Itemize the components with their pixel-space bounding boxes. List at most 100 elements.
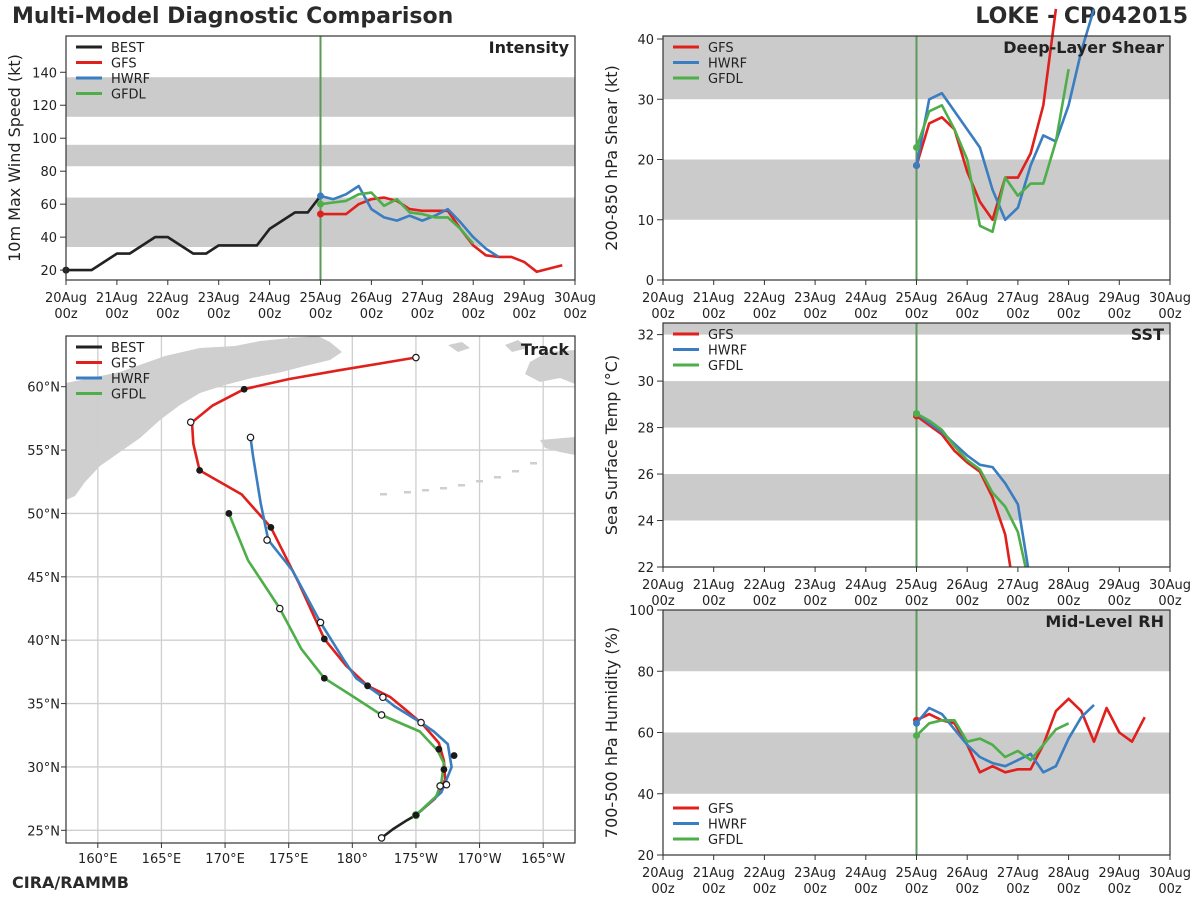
shear-legend-label-gfs: GFS xyxy=(708,41,734,56)
intensity-xtick-sublabel: 00z xyxy=(411,307,435,322)
sst-start-point-gfdl xyxy=(913,410,920,418)
sst-legend-label-gfs: GFS xyxy=(708,328,734,343)
intensity-start-point-hwrf xyxy=(317,192,324,200)
intensity-xtick-label: 27Aug xyxy=(401,291,443,306)
land-aleutian-island xyxy=(380,493,387,496)
track-marker-12z xyxy=(246,433,255,442)
track-series-hwrf xyxy=(249,437,453,817)
track-xtick-label: 165°W xyxy=(521,852,565,867)
sst-ytick-label: 26 xyxy=(637,468,654,483)
shear-xtick-label: 20Aug xyxy=(642,291,684,306)
rh-xtick-sublabel: 00z xyxy=(956,882,980,897)
intensity-xtick-sublabel: 00z xyxy=(54,307,78,322)
intensity-xtick-label: 26Aug xyxy=(350,291,392,306)
rh-ytick-label: 60 xyxy=(637,727,654,742)
intensity-panel: 2040608010012014020Aug00z21Aug00z22Aug00… xyxy=(5,35,596,322)
track-marker-12z xyxy=(316,618,325,627)
land-aleutian-island xyxy=(422,489,429,492)
intensity-xtick-label: 23Aug xyxy=(198,291,240,306)
rh-start-point-gfdl xyxy=(913,732,920,740)
track-ytick-label: 30°N xyxy=(27,761,60,776)
rh-ytick-label: 100 xyxy=(629,604,654,619)
shear-ytick-label: 10 xyxy=(637,214,654,229)
sst-xtick-sublabel: 00z xyxy=(905,594,929,609)
rh-xtick-sublabel: 00z xyxy=(1057,882,1081,897)
track-marker-00z xyxy=(435,745,443,753)
rh-xtick-sublabel: 00z xyxy=(905,882,929,897)
sst-xtick-label: 20Aug xyxy=(642,578,684,593)
page-title: Multi-Model Diagnostic Comparison xyxy=(12,4,454,29)
track-xtick-label: 170°E xyxy=(205,852,245,867)
rh-ytick-label: 40 xyxy=(637,788,654,803)
rh-xtick-label: 27Aug xyxy=(997,866,1039,881)
shear-start-point-gfdl xyxy=(913,143,920,151)
intensity-ytick-label: 60 xyxy=(40,198,57,213)
rh-title: Mid-Level RH xyxy=(1045,612,1164,631)
intensity-xtick-sublabel: 00z xyxy=(462,307,486,322)
sst-series-gfs xyxy=(915,414,1012,568)
intensity-legend-label-hwrf: HWRF xyxy=(111,72,150,87)
rh-xtick-label: 20Aug xyxy=(642,866,684,881)
rh-xtick-label: 30Aug xyxy=(1149,866,1191,881)
sst-xtick-sublabel: 00z xyxy=(753,594,777,609)
sst-legend-label-gfdl: GFDL xyxy=(708,359,744,374)
track-marker-00z xyxy=(450,752,458,759)
shear-xtick-label: 23Aug xyxy=(794,291,836,306)
land-island xyxy=(505,340,528,352)
shear-series-gfs xyxy=(915,8,1058,222)
shear-xtick-sublabel: 00z xyxy=(1158,307,1182,322)
intensity-legend-label-gfs: GFS xyxy=(111,57,137,72)
rh-xtick-label: 26Aug xyxy=(946,866,988,881)
sst-xtick-sublabel: 00z xyxy=(1006,594,1030,609)
track-marker-12z xyxy=(186,418,195,426)
sst-xtick-label: 28Aug xyxy=(1048,578,1090,593)
sst-xtick-label: 22Aug xyxy=(743,578,785,593)
shear-ylabel: 200-850 hPa Shear (kt) xyxy=(602,65,621,251)
track-ytick-label: 55°N xyxy=(27,444,60,459)
track-ytick-label: 45°N xyxy=(27,571,60,586)
track-marker-12z xyxy=(377,834,386,842)
intensity-ytick-label: 100 xyxy=(32,132,57,147)
shear-xtick-sublabel: 00z xyxy=(702,307,726,322)
land-alaska xyxy=(525,350,575,384)
rh-xtick-sublabel: 00z xyxy=(651,882,675,897)
track-marker-00z xyxy=(364,682,371,690)
intensity-xtick-label: 21Aug xyxy=(96,291,138,306)
shear-xtick-sublabel: 00z xyxy=(905,307,929,322)
track-xtick-label: 170°W xyxy=(457,852,501,867)
rh-legend-label-gfdl: GFDL xyxy=(708,833,744,848)
track-legend-label-gfs: GFS xyxy=(111,357,137,372)
intensity-ytick-label: 140 xyxy=(32,66,57,81)
land-island xyxy=(448,342,470,352)
rh-ytick-label: 80 xyxy=(637,665,654,680)
rh-xtick-sublabel: 00z xyxy=(1006,882,1030,897)
rh-xtick-label: 22Aug xyxy=(743,866,785,881)
shear-xtick-label: 30Aug xyxy=(1149,291,1191,306)
land-aleutian-east xyxy=(540,437,575,455)
track-ytick-label: 40°N xyxy=(27,634,60,649)
rh-xtick-sublabel: 00z xyxy=(1108,882,1132,897)
rh-xtick-label: 23Aug xyxy=(794,866,836,881)
track-xtick-label: 180° xyxy=(337,852,368,867)
intensity-ylabel: 10m Max Wind Speed (kt) xyxy=(5,54,24,262)
shear-xtick-sublabel: 00z xyxy=(1108,307,1132,322)
track-marker-12z xyxy=(263,536,271,544)
sst-xtick-sublabel: 00z xyxy=(1108,594,1132,609)
rh-xtick-label: 25Aug xyxy=(896,866,938,881)
rh-xtick-sublabel: 00z xyxy=(753,882,777,897)
shear-legend-label-gfdl: GFDL xyxy=(708,72,744,87)
land-aleutian-island xyxy=(530,462,537,465)
intensity-xtick-label: 30Aug xyxy=(554,291,596,306)
intensity-xtick-sublabel: 00z xyxy=(360,307,384,322)
sst-title: SST xyxy=(1131,325,1164,344)
shear-legend-label-hwrf: HWRF xyxy=(708,57,747,72)
land-aleutian-island xyxy=(512,470,519,473)
track-marker-12z xyxy=(417,718,425,727)
land-aleutian-island xyxy=(404,491,411,494)
sst-xtick-label: 27Aug xyxy=(997,578,1039,593)
track-series-best xyxy=(380,813,417,839)
sst-ytick-label: 32 xyxy=(637,329,654,344)
rh-series-gfdl xyxy=(915,719,1070,762)
track-marker-00z xyxy=(240,385,248,393)
